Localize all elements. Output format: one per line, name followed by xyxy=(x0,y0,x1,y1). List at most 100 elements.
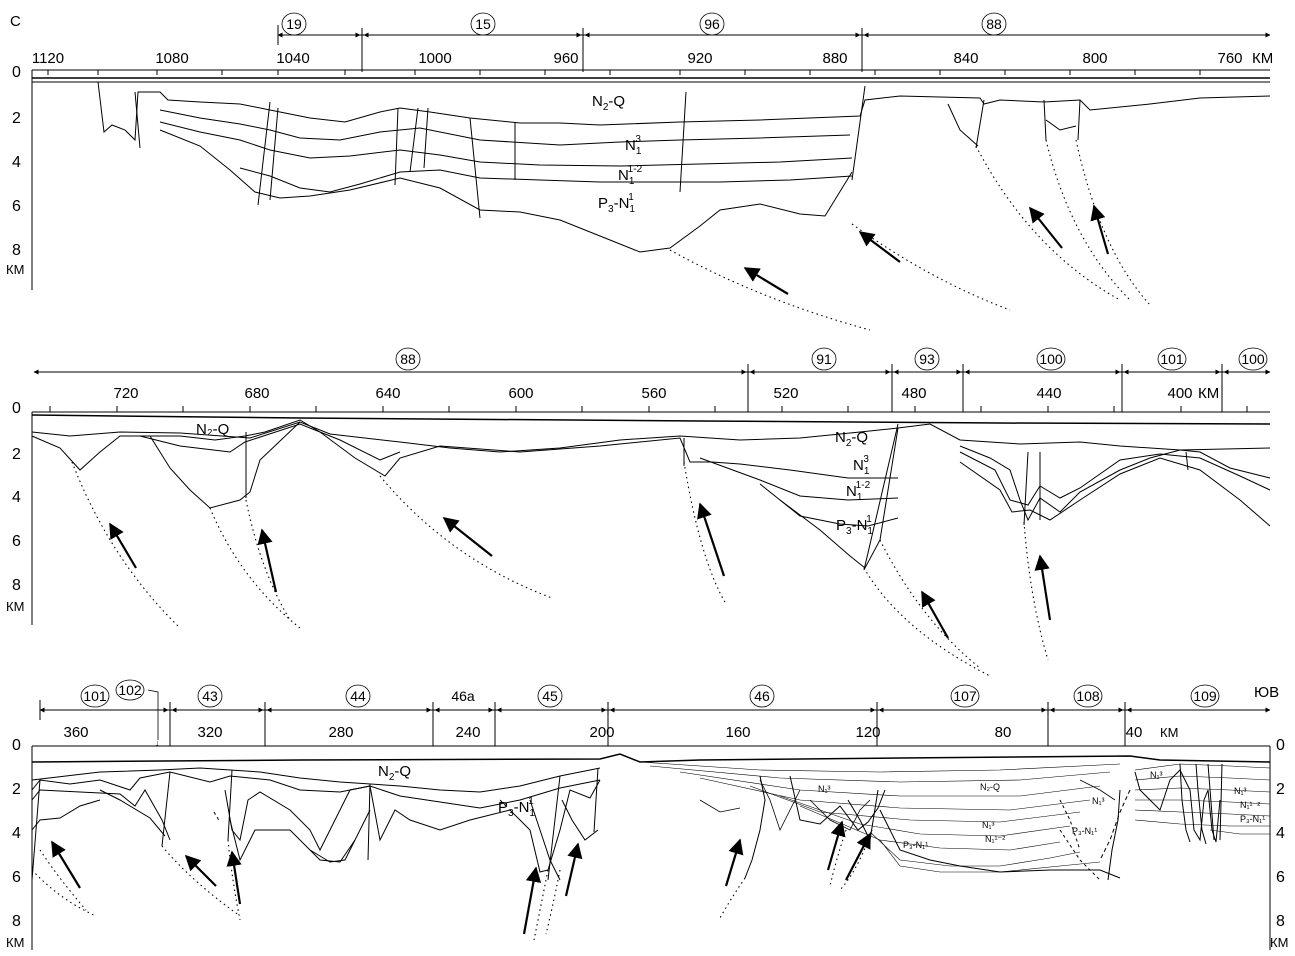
corner-label-right: ЮВ xyxy=(1254,684,1279,701)
layer-label-small: P₃-N₁¹ xyxy=(903,840,928,850)
segment-label: 96 xyxy=(704,16,720,32)
distance-tick-label: 200 xyxy=(589,724,614,741)
segment-label: 109 xyxy=(1193,688,1217,704)
layer-label-n112: N11-2 xyxy=(618,164,643,187)
depth-axis-labels: 0 2 4 6 8 КМ xyxy=(6,400,24,614)
section-lines-right xyxy=(744,763,1223,881)
listric-faults xyxy=(71,461,1049,677)
distance-axis-ticks xyxy=(49,406,1248,412)
layer-label-small: N₂-Q xyxy=(980,782,1000,792)
depth-tick-label: 8 xyxy=(1276,913,1285,930)
layer-label-small: P₃-N₁¹ xyxy=(1072,826,1097,836)
distance-tick-label: 680 xyxy=(244,385,269,402)
layer-label-n13: N13 xyxy=(853,454,870,477)
section-lines xyxy=(31,753,1271,881)
segment-label: 102 xyxy=(118,682,142,698)
layer-label-small: N₂-Q xyxy=(196,421,229,438)
segment-label: 100 xyxy=(1241,351,1265,367)
depth-tick-label: 4 xyxy=(1276,825,1285,842)
depth-tick-label: 8 xyxy=(12,913,21,930)
distance-axis-labels: 360 320 280 240 200 160 120 80 40 КМ xyxy=(63,724,1178,741)
distance-tick-label: 1000 xyxy=(418,50,451,67)
depth-tick-label: 2 xyxy=(12,781,21,798)
distance-axis-labels: 720 680 640 600 560 520 480 440 400 КМ xyxy=(113,385,1219,402)
distance-axis-ticks xyxy=(47,70,1201,75)
distance-tick-label: 640 xyxy=(375,385,400,402)
depth-axis-labels: 0 2 4 6 8 КМ xyxy=(6,64,24,277)
depth-unit-label: КМ xyxy=(6,599,24,614)
distance-tick-label: 120 xyxy=(855,724,880,741)
distance-unit-label: КМ xyxy=(1160,725,1178,740)
segment-label: 108 xyxy=(1076,688,1100,704)
depth-tick-label: 4 xyxy=(12,825,21,842)
depth-tick-label: 8 xyxy=(12,242,21,259)
corner-label-left: С xyxy=(10,13,21,30)
segment-label: 91 xyxy=(816,351,832,367)
depth-unit-label: КМ xyxy=(1270,935,1288,950)
distance-tick-label: 600 xyxy=(508,385,533,402)
depth-tick-label: 6 xyxy=(1276,869,1285,886)
layer-label-small: N₁³ xyxy=(1234,786,1247,796)
layer-label-small: N₁³ xyxy=(818,784,831,794)
segment-label: 101 xyxy=(1160,351,1184,367)
segment-label: 101 xyxy=(83,688,107,704)
segment-labels: 88 91 93 100 101 100 xyxy=(395,347,1268,371)
layer-label-small: N₁¹⁻² xyxy=(985,834,1005,844)
depth-axis-labels-right: 0 2 4 6 8 КМ xyxy=(1270,737,1288,950)
distance-axis-labels: 1120 1080 1040 1000 960 920 880 840 800 … xyxy=(32,50,1273,67)
panel-1: С 19 15 96 88 1120 xyxy=(6,12,1273,331)
segment-102-pointer xyxy=(147,689,159,740)
depth-tick-label: 4 xyxy=(12,489,21,506)
segment-label: 93 xyxy=(919,351,935,367)
depth-tick-label: 0 xyxy=(12,400,21,417)
depth-tick-label: 8 xyxy=(12,577,21,594)
layer-label-n13: N13 xyxy=(625,134,642,157)
distance-tick-label: 320 xyxy=(197,724,222,741)
depth-axis-labels-left: 0 2 4 6 8 КМ xyxy=(6,737,24,950)
distance-tick-label: 1120 xyxy=(32,50,64,67)
depth-unit-label: КМ xyxy=(6,935,24,950)
segment-label: 15 xyxy=(475,16,491,32)
segment-label: 43 xyxy=(202,688,218,704)
layer-label-small: N₁¹⁻² xyxy=(1240,800,1260,810)
depth-unit-label: КМ xyxy=(6,262,24,277)
layer-label-n112: N11-2 xyxy=(846,480,871,503)
displacement-arrows xyxy=(743,204,1110,295)
depth-tick-label: 6 xyxy=(12,198,21,215)
depth-tick-label: 2 xyxy=(12,110,21,127)
distance-tick-label: 880 xyxy=(822,50,847,67)
distance-tick-label: 920 xyxy=(687,50,712,67)
depth-tick-label: 0 xyxy=(12,737,21,754)
distance-unit-label: КМ xyxy=(1252,50,1273,67)
depth-tick-label: 6 xyxy=(12,533,21,550)
layer-label-n2q: N2-Q xyxy=(835,429,868,449)
layer-label-small: N₁³ xyxy=(982,820,995,830)
displacement-arrows xyxy=(109,502,1052,639)
distance-tick-label: 760 xyxy=(1217,50,1242,67)
distance-tick-label: 40 xyxy=(1126,724,1143,741)
layer-label-p3n11: P3-N11 xyxy=(498,796,535,819)
distance-tick-label: 520 xyxy=(773,385,798,402)
segment-label: 100 xyxy=(1039,351,1063,367)
depth-tick-label: 0 xyxy=(12,64,21,81)
layer-label-small: N₁³ xyxy=(1150,770,1163,780)
layer-labels: N₂-Q N2-Q N13 N11-2 P3-N11 xyxy=(196,421,873,537)
distance-tick-label: 280 xyxy=(328,724,353,741)
section-lines xyxy=(32,77,1271,253)
distance-tick-label: 240 xyxy=(455,724,480,741)
depth-tick-label: 4 xyxy=(12,154,21,171)
layer-labels: N2-Q N13 N11-2 P3-N11 xyxy=(592,93,643,215)
segment-label: 19 xyxy=(286,16,302,32)
segment-label: 88 xyxy=(986,16,1002,32)
depth-tick-label: 2 xyxy=(12,446,21,463)
hatched-sediments xyxy=(639,761,1271,873)
segment-102-pointer-arrow: ↓ xyxy=(155,738,160,748)
segment-label: 44 xyxy=(350,688,366,704)
depth-tick-label: 6 xyxy=(12,869,21,886)
panel-2: 88 91 93 100 101 100 720 680 640 600 560… xyxy=(6,347,1271,677)
distance-tick-label: 440 xyxy=(1036,385,1061,402)
depth-tick-label: 2 xyxy=(1276,781,1285,798)
distance-tick-label: 400 xyxy=(1167,385,1192,402)
segment-label: 46 xyxy=(754,688,770,704)
